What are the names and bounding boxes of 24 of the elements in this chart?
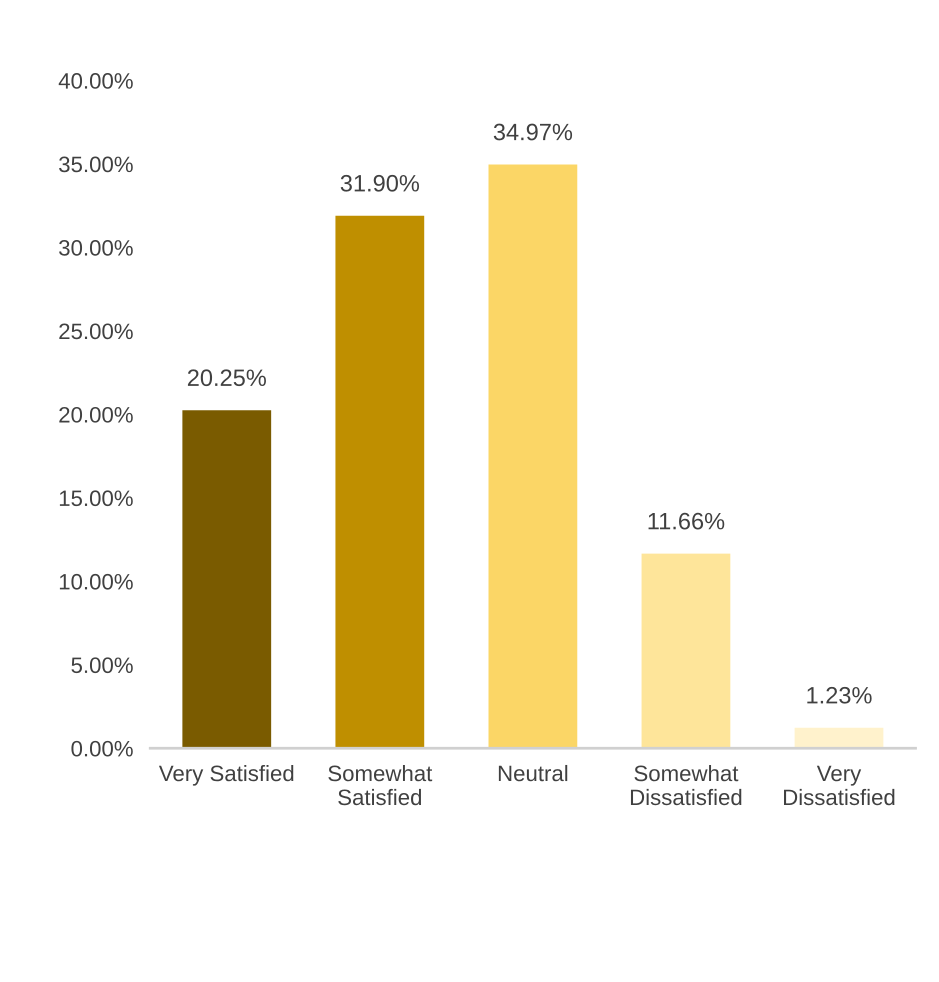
y-tick-label: 15.00%: [60, 490, 133, 506]
data-label: 34.97%: [494, 124, 572, 140]
y-tick-label: 25.00%: [59, 323, 133, 340]
x-tick-label: Neutral: [498, 764, 568, 782]
x-tick-label: Very Satisfied: [158, 764, 294, 786]
y-tick-label: 10.00%: [60, 574, 133, 590]
y-tick-label: 30.00%: [59, 240, 133, 256]
bar: [488, 164, 578, 748]
data-label: 20.25%: [188, 369, 266, 386]
x-tick-label: Somewhat Dissatisfied: [630, 764, 742, 806]
bar: [182, 410, 272, 748]
bar: [794, 728, 884, 748]
y-tick-label: 20.00%: [59, 406, 133, 423]
y-tick-label: 35.00%: [59, 156, 133, 172]
data-label: 1.23%: [807, 686, 872, 704]
x-tick-label: Somewhat Satisfied: [328, 764, 432, 806]
y-tick-label: 40.00%: [58, 73, 133, 89]
x-tick-label: Very Dissatisfied: [784, 766, 894, 806]
data-label: 31.90%: [340, 174, 420, 192]
data-label: 11.66%: [648, 512, 724, 530]
bar: [335, 216, 424, 748]
y-tick-label: 5.00%: [71, 657, 133, 674]
bar: [642, 554, 730, 748]
y-tick-label: 0.00%: [71, 740, 133, 757]
